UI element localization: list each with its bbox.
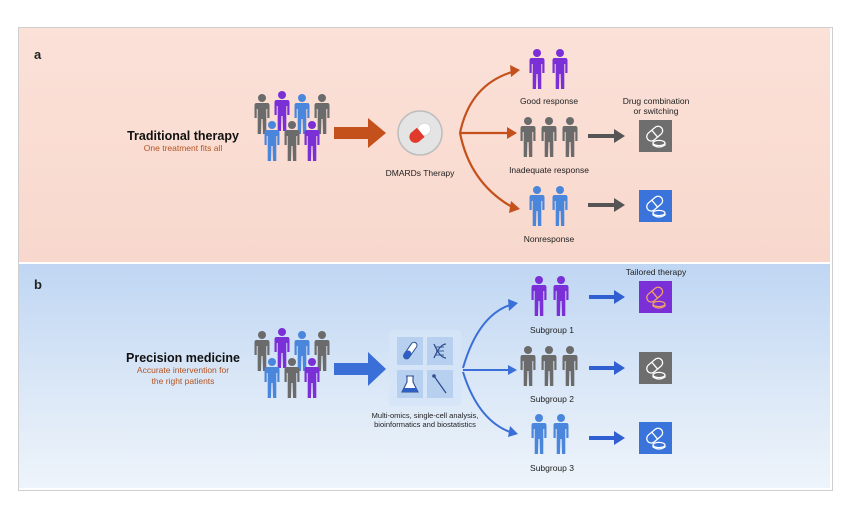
- nonresponse-group: [529, 186, 568, 226]
- subgroup-3-group: [531, 414, 569, 454]
- precision-subtitle-line1: Accurate intervention for: [136, 365, 230, 375]
- subgroup-3-label: Subgroup 3: [530, 463, 574, 473]
- tailored-therapy-label: Tailored therapy: [625, 267, 687, 277]
- dmards-capsule-icon: [397, 110, 443, 156]
- crowd-to-therapy-arrow: [334, 118, 386, 148]
- switch-arrow-1: [588, 129, 625, 143]
- analysis-label-line1: Multi-omics, single-cell analysis,: [371, 411, 479, 420]
- crowd-to-analysis-arrow: [334, 352, 386, 386]
- precision-subtitle-line2: the right patients: [151, 376, 215, 386]
- patient-crowd-a: [254, 91, 330, 161]
- tailored-arrow-3: [589, 431, 625, 445]
- good-response-label: Good response: [519, 96, 579, 106]
- drug-switching-label: or switching: [633, 106, 679, 116]
- subgroup-1-group: [531, 276, 569, 316]
- drug-switch-icon: [639, 190, 672, 222]
- subgroup-1-label: Subgroup 1: [530, 325, 574, 335]
- drug-combination-icon: [639, 120, 672, 152]
- inadequate-response-label: Inadequate response: [509, 165, 589, 175]
- panel-a-letter: a: [34, 47, 42, 62]
- drug-combination-label: Drug combination: [622, 96, 690, 106]
- tailored-arrow-1: [589, 290, 625, 304]
- patient-crowd-b: [254, 328, 330, 398]
- subgroup-2-label: Subgroup 2: [530, 394, 574, 404]
- precision-medicine-title: Precision medicine: [126, 351, 240, 365]
- traditional-therapy-title: Traditional therapy: [127, 129, 239, 143]
- branch-arrows-b: [462, 304, 511, 433]
- switch-arrow-2: [588, 198, 625, 212]
- tailored-drug-icon-2: [639, 352, 672, 384]
- panel-b-letter: b: [34, 277, 42, 292]
- dmards-therapy-label: DMARDs Therapy: [385, 168, 455, 178]
- subgroup-2-group: [520, 346, 578, 386]
- tailored-arrow-2: [589, 361, 625, 375]
- analysis-panel-icon: [389, 330, 461, 406]
- figure-frame: [18, 27, 833, 491]
- good-response-group: [529, 49, 568, 89]
- analysis-label-line2: bioinformatics and biostatistics: [374, 420, 476, 429]
- traditional-therapy-subtitle: One treatment fits all: [143, 143, 223, 153]
- tailored-drug-icon-3: [639, 422, 672, 454]
- tailored-drug-icon-1: [639, 281, 672, 313]
- branch-arrows-a: [458, 70, 513, 208]
- nonresponse-label: Nonresponse: [523, 234, 575, 244]
- inadequate-response-group: [520, 117, 578, 157]
